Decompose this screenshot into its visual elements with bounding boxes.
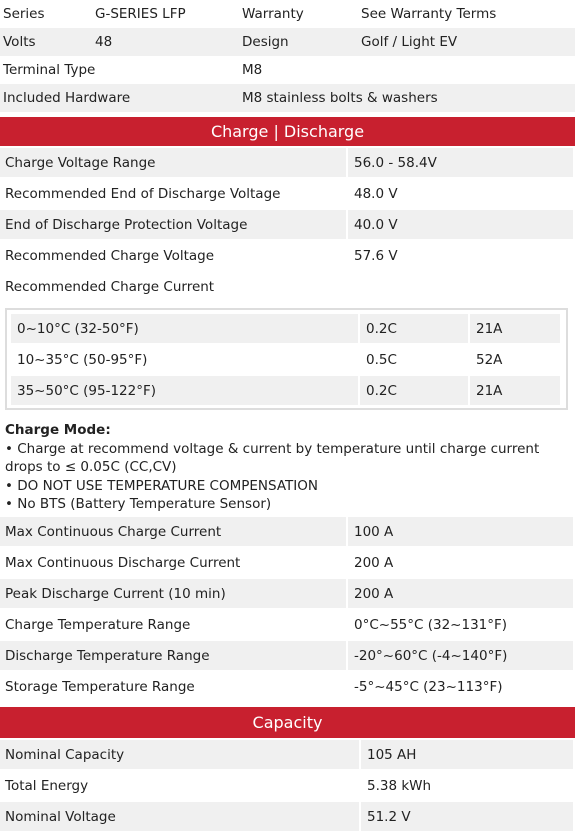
charge-mode: Charge Mode: • Charge at recommend voltag… (5, 421, 565, 514)
spec-cell: Golf / Light EV (358, 28, 575, 56)
spec-row: Recommended Charge Current (0, 272, 575, 301)
spec-row: Max Continuous Charge Current 100 A (0, 517, 575, 546)
spec-row: Storage Temperature Range -5°~45°C (23~11… (0, 672, 575, 701)
spec-label: Charge Voltage Range (0, 148, 348, 177)
spec-value: 105 AH (361, 740, 575, 769)
spec-row: Nominal Capacity 105 AH (0, 740, 575, 769)
spec-value: 200 A (348, 579, 575, 608)
spec-label: Recommended End of Discharge Voltage (0, 179, 348, 208)
spec-row: Volts 48 Design Golf / Light EV (0, 28, 575, 56)
current-table: 0~10°C (32-50°F) 0.2C 21A 10~35°C (50-95°F)… (5, 308, 568, 410)
current-cell: 35~50°C (95-122°F) (11, 376, 360, 405)
current-cell: 52A (470, 345, 562, 374)
current-cell: 0~10°C (32-50°F) (11, 314, 360, 343)
spec-row: Max Continuous Discharge Current 200 A (0, 548, 575, 577)
spec-value: 100 A (348, 517, 575, 546)
spec-value: 40.0 V (348, 210, 575, 239)
current-row: 35~50°C (95-122°F) 0.2C 21A (11, 376, 562, 405)
spec-label: Charge Temperature Range (0, 610, 348, 639)
current-cell: 10~35°C (50-95°F) (11, 345, 360, 374)
spec-value: 57.6 V (348, 241, 575, 270)
spec-label: Nominal Voltage (0, 802, 361, 831)
current-cell: 0.5C (360, 345, 470, 374)
spec-value: 51.2 V (361, 802, 575, 831)
charge-mode-line: • DO NOT USE TEMPERATURE COMPENSATION (5, 477, 318, 494)
current-row: 0~10°C (32-50°F) 0.2C 21A (11, 314, 562, 343)
spec-cell: M8 stainless bolts & washers (239, 84, 575, 112)
spec-label: Discharge Temperature Range (0, 641, 348, 670)
spec-value: 200 A (348, 548, 575, 577)
charge-mode-line: • No BTS (Battery Temperature Sensor) (5, 496, 272, 512)
spec-cell: See Warranty Terms (361, 6, 497, 22)
spec-label: Storage Temperature Range (0, 672, 348, 701)
spec-row: Recommended End of Discharge Voltage 48.0… (0, 179, 575, 208)
spec-label: Nominal Capacity (0, 740, 361, 769)
spec-row: End of Discharge Protection Voltage 40.0 … (0, 210, 575, 239)
spec-label: Total Energy (0, 771, 361, 800)
current-cell: 0.2C (360, 314, 470, 343)
spec-label: Recommended Charge Voltage (0, 241, 348, 270)
current-row: 10~35°C (50-95°F) 0.5C 52A (11, 345, 562, 374)
spec-row: Terminal Type M8 (0, 56, 575, 84)
spec-row: Recommended Charge Voltage 57.6 V (0, 241, 575, 270)
current-cell: 0.2C (360, 376, 470, 405)
spec-label: End of Discharge Protection Voltage (0, 210, 348, 239)
spec-value: 0°C~55°C (32~131°F) (348, 610, 575, 639)
spec-row: Series G-SERIES LFP Warranty See Warranty T… (0, 0, 575, 28)
spec-row: Peak Discharge Current (10 min) 200 A (0, 579, 575, 608)
spec-value: 48.0 V (348, 179, 575, 208)
spec-cell: 48 (92, 28, 239, 56)
spec-label: Peak Discharge Current (10 min) (0, 579, 348, 608)
spec-row: Nominal Voltage 51.2 V (0, 802, 575, 831)
current-cell: 21A (470, 376, 562, 405)
spec-cell: Included Hardware (0, 84, 239, 112)
spec-cell: Volts (0, 28, 92, 56)
current-cell: 21A (470, 314, 562, 343)
spec-label: Recommended Charge Current (5, 278, 215, 295)
spec-value: 56.0 - 58.4V (348, 148, 575, 177)
spec-label: Max Continuous Discharge Current (0, 548, 348, 577)
spec-row: Total Energy 5.38 kWh (0, 771, 575, 800)
spec-cell: Terminal Type (3, 62, 96, 78)
spec-row: Included Hardware M8 stainless bolts & wa… (0, 84, 575, 112)
spec-row: Discharge Temperature Range -20°~60°C (-4… (0, 641, 575, 670)
spec-cell: G-SERIES LFP (95, 6, 186, 22)
spec-row: Charge Voltage Range 56.0 - 58.4V (0, 148, 575, 177)
spec-cell: M8 (242, 62, 263, 78)
section-header: Capacity (0, 707, 575, 738)
charge-mode-title: Charge Mode: (5, 422, 111, 438)
spec-cell: Warranty (242, 6, 304, 22)
charge-mode-line: • Charge at recommend voltage & current … (5, 440, 540, 476)
spec-cell: Design (239, 28, 358, 56)
spec-cell: Series (3, 6, 45, 22)
spec-row: Charge Temperature Range 0°C~55°C (32~131… (0, 610, 575, 639)
spec-value: 5.38 kWh (361, 771, 575, 800)
spec-value: -5°~45°C (23~113°F) (348, 672, 575, 701)
section-header: Charge | Discharge (0, 117, 575, 146)
spec-value: -20°~60°C (-4~140°F) (348, 641, 575, 670)
spec-label: Max Continuous Charge Current (0, 517, 348, 546)
